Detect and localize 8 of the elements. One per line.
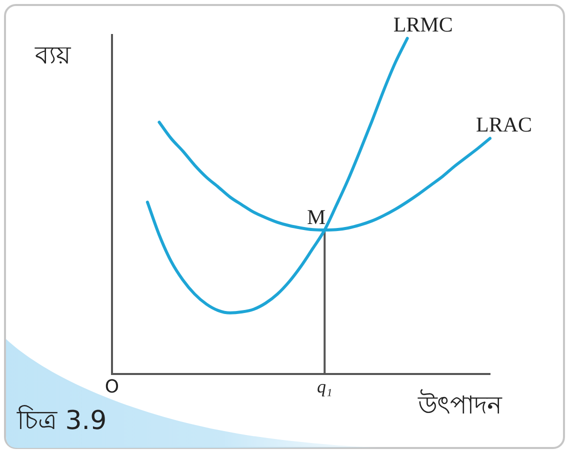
- y-axis-title: ব্যয়: [34, 40, 72, 70]
- annotation: M: [306, 205, 326, 230]
- x-tick-label: O: [104, 376, 120, 398]
- x-tick-label: q₁: [316, 376, 332, 397]
- series-label: LRAC: [476, 112, 532, 136]
- text: চিত্র 3.9: [17, 404, 107, 438]
- x-axis-title: উৎপাদন: [417, 390, 503, 420]
- series-label: LRMC: [393, 12, 453, 36]
